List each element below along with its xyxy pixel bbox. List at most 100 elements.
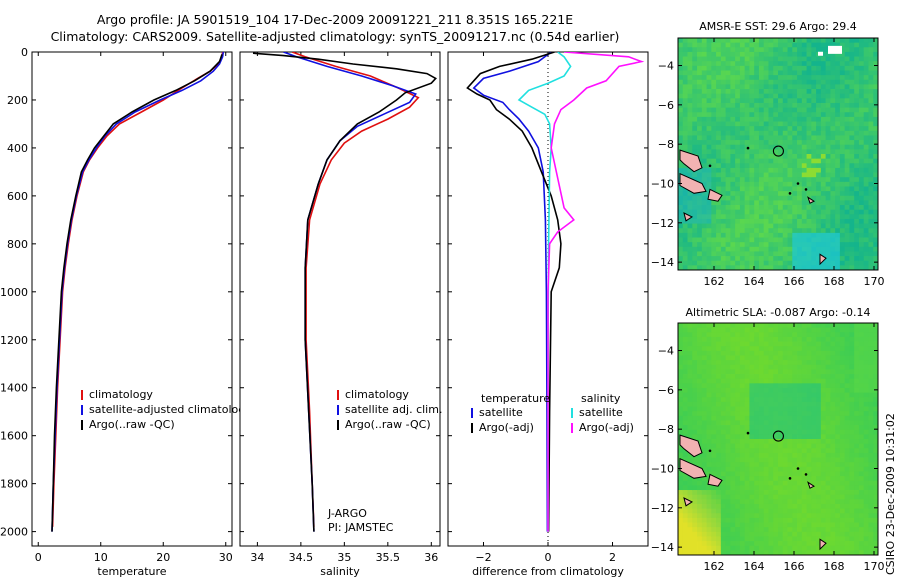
sst_map-ytick-label: −8 [658,138,674,151]
difference-series-2-line [517,52,572,532]
temperature-ytick-label: 200 [7,94,28,107]
difference-legend-label: satellite [579,406,623,419]
sla_map-ytick-label: −6 [658,384,674,397]
sla_map-island [679,434,703,458]
sst_map-xtick-label: 166 [784,275,805,288]
difference-xtick-label: −2 [475,551,491,564]
sla_map-ytick-label: −12 [651,502,674,515]
sla_map-xtick-label: 166 [784,560,805,573]
temperature-xlabel: temperature [97,565,166,578]
temperature-xtick-label: 0 [35,551,42,564]
salinity-xtick-label: 35 [337,551,351,564]
sst_map-xtick-label: 170 [864,275,885,288]
difference-legend-label: Argo(-adj) [479,421,534,434]
temperature-ytick-label: 1600 [0,430,28,443]
temperature-profile-panel: 0 200 400 600 800 1000 1200 1400 1600 1800 2000 0 10… [0,46,252,578]
temperature-ytick-label: 1800 [0,478,28,491]
sst_map-islet [796,182,800,185]
temperature-ytick-label: 2000 [0,526,28,539]
sst_map-islet [788,192,792,195]
sla_map-island [683,497,694,507]
side-timestamp-label: CSIRO 23-Dec-2009 10:31:02 [884,413,897,575]
temperature-plot-frame [31,51,233,547]
temperature-xtick-label: 30 [219,551,233,564]
sla_map-xtick-label: 168 [824,560,845,573]
sst_map-xtick-label: 162 [704,275,725,288]
salinity-legend-label: satellite adj. clim. [345,403,442,416]
sla_map-ytick-label: −4 [658,345,674,358]
figure-title-line2: Climatology: CARS2009. Satellite-adjuste… [51,29,620,44]
sla_map-ytick-label: −10 [651,462,674,475]
sst_map-ytick-label: −10 [651,177,674,190]
sla_map-islet [796,467,800,470]
sst-missing-data-patch [818,51,823,56]
sst-missing-data-patch [828,45,842,54]
sla_map-xtick-label: 162 [704,560,725,573]
sst_map-xtick-label: 168 [824,275,845,288]
difference-xlabel: difference from climatology [472,565,624,578]
sla_map-cells [678,323,879,556]
sst_map-island [679,149,703,173]
sst_map-islet [746,146,750,150]
temperature-xtick-label: 20 [156,551,170,564]
salinity-xtick-label: 34 [250,551,264,564]
difference-legend-label: satellite [479,406,523,419]
temperature-ytick-label: 0 [21,46,28,59]
temperature-ytick-label: 600 [7,190,28,203]
difference-legend-heading: salinity [581,392,621,405]
sst_map-island [807,196,816,204]
sst_map-islet [708,164,712,168]
salinity-annotation-line2: PI: JAMSTEC [328,521,394,534]
sst_map-islet [804,188,808,191]
sla_map-map-frame [677,322,879,556]
sla_map-island [807,481,816,489]
sla-map-panel: 162 164 166 168 170 −4 −6 −8 −10 −12 −14 [651,322,885,573]
sst_map-island [819,253,827,266]
salinity-xtick-label: 35.5 [376,551,401,564]
sst_map-argo-location-marker [772,145,784,157]
sla_map-island [707,473,723,487]
salinity-plot-frame [239,51,441,547]
sst_map-xtick-label: 164 [744,275,765,288]
temperature-series-2-line [51,54,223,532]
temperature-xtick-label: 10 [94,551,108,564]
temperature-ytick-label: 1200 [0,334,28,347]
sst_map-island [683,212,694,222]
difference-series-1-line [466,52,562,532]
salinity-series-2-line [252,52,437,532]
salinity-profile-panel: 34 34.5 35 35.5 36 salinity climatology satelli… [239,51,442,578]
temperature-legend-label: climatology [89,388,153,401]
salinity-xtick-label: 36 [424,551,438,564]
sst_map-ytick-label: −12 [651,217,674,230]
sla_map-islet [804,473,808,476]
sla_map-ytick-label: −8 [658,423,674,436]
difference-xtick-label: 2 [609,551,616,564]
difference-series-0-line [472,52,552,532]
sla-map-title: Altimetric SLA: -0.087 Argo: -0.14 [686,306,871,319]
salinity-series-0-line [291,52,420,527]
salinity-annotation-line1: J-ARGO [327,507,367,520]
difference-legend-label: Argo(-adj) [579,421,634,434]
salinity-xlabel: salinity [320,565,360,578]
temperature-ytick-label: 1400 [0,382,28,395]
sla_map-argo-location-marker [772,430,784,442]
sla_map-islet [788,477,792,480]
temperature-ytick-label: 400 [7,142,28,155]
difference-legend-heading: temperature [481,392,550,405]
temperature-legend-label: satellite-adjusted climatology [89,403,252,416]
figure-title-line1: Argo profile: JA 5901519_104 17-Dec-2009… [97,12,573,27]
sst_map-ytick-label: −6 [658,99,674,112]
difference-series-3-line [547,52,645,532]
sst_map-island [707,188,723,202]
sst_map-ytick-label: −14 [651,256,674,269]
sla_map-xtick-label: 164 [744,560,765,573]
sla_map-island [819,538,827,551]
sst_map-map-frame [677,37,879,271]
sla_map-islet [708,449,712,453]
salinity-legend-label: climatology [345,388,409,401]
difference-xtick-label: 0 [545,551,552,564]
temperature-ytick-label: 800 [7,238,28,251]
salinity-xtick-label: 34.5 [289,551,314,564]
